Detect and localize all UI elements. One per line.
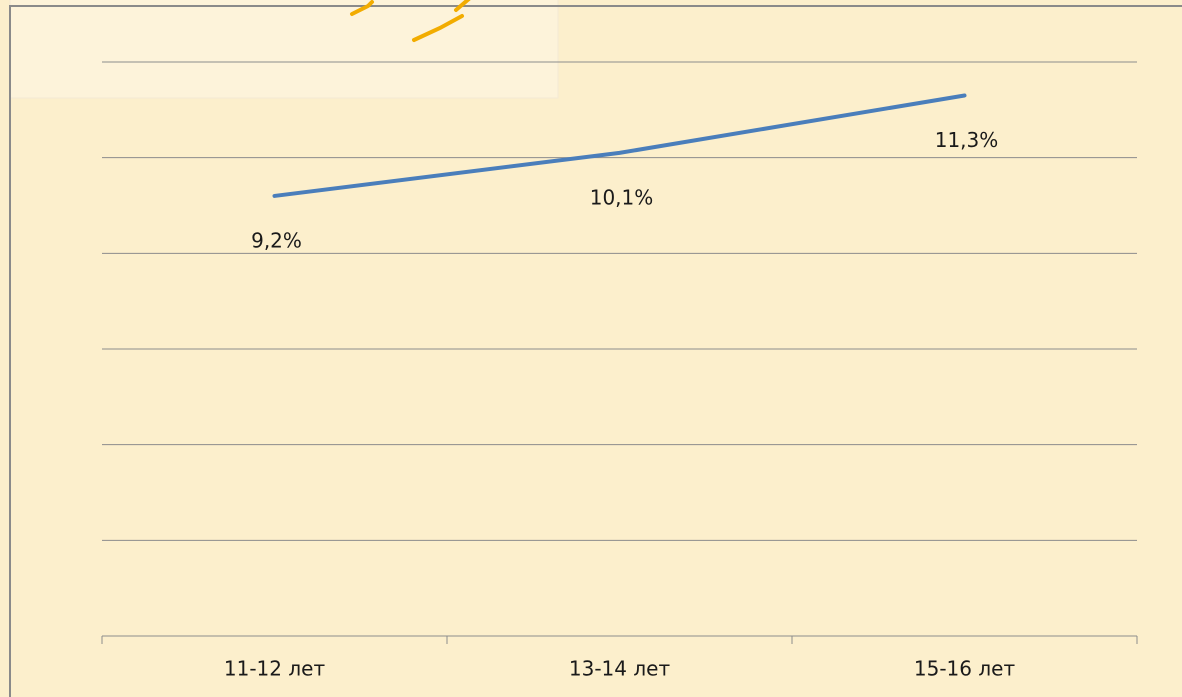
data-label: 11,3% [935,128,999,152]
x-tick-label: 11-12 лет [224,657,326,681]
decor-box [9,0,559,99]
decor-strokes [350,0,471,42]
frame [9,5,1182,697]
x-tick-label: 15-16 лет [914,657,1016,681]
line-series [272,93,967,198]
data-label: 10,1% [590,185,654,209]
data-label: 9,2% [251,228,302,252]
x-tick-label: 13-14 лет [569,657,671,681]
